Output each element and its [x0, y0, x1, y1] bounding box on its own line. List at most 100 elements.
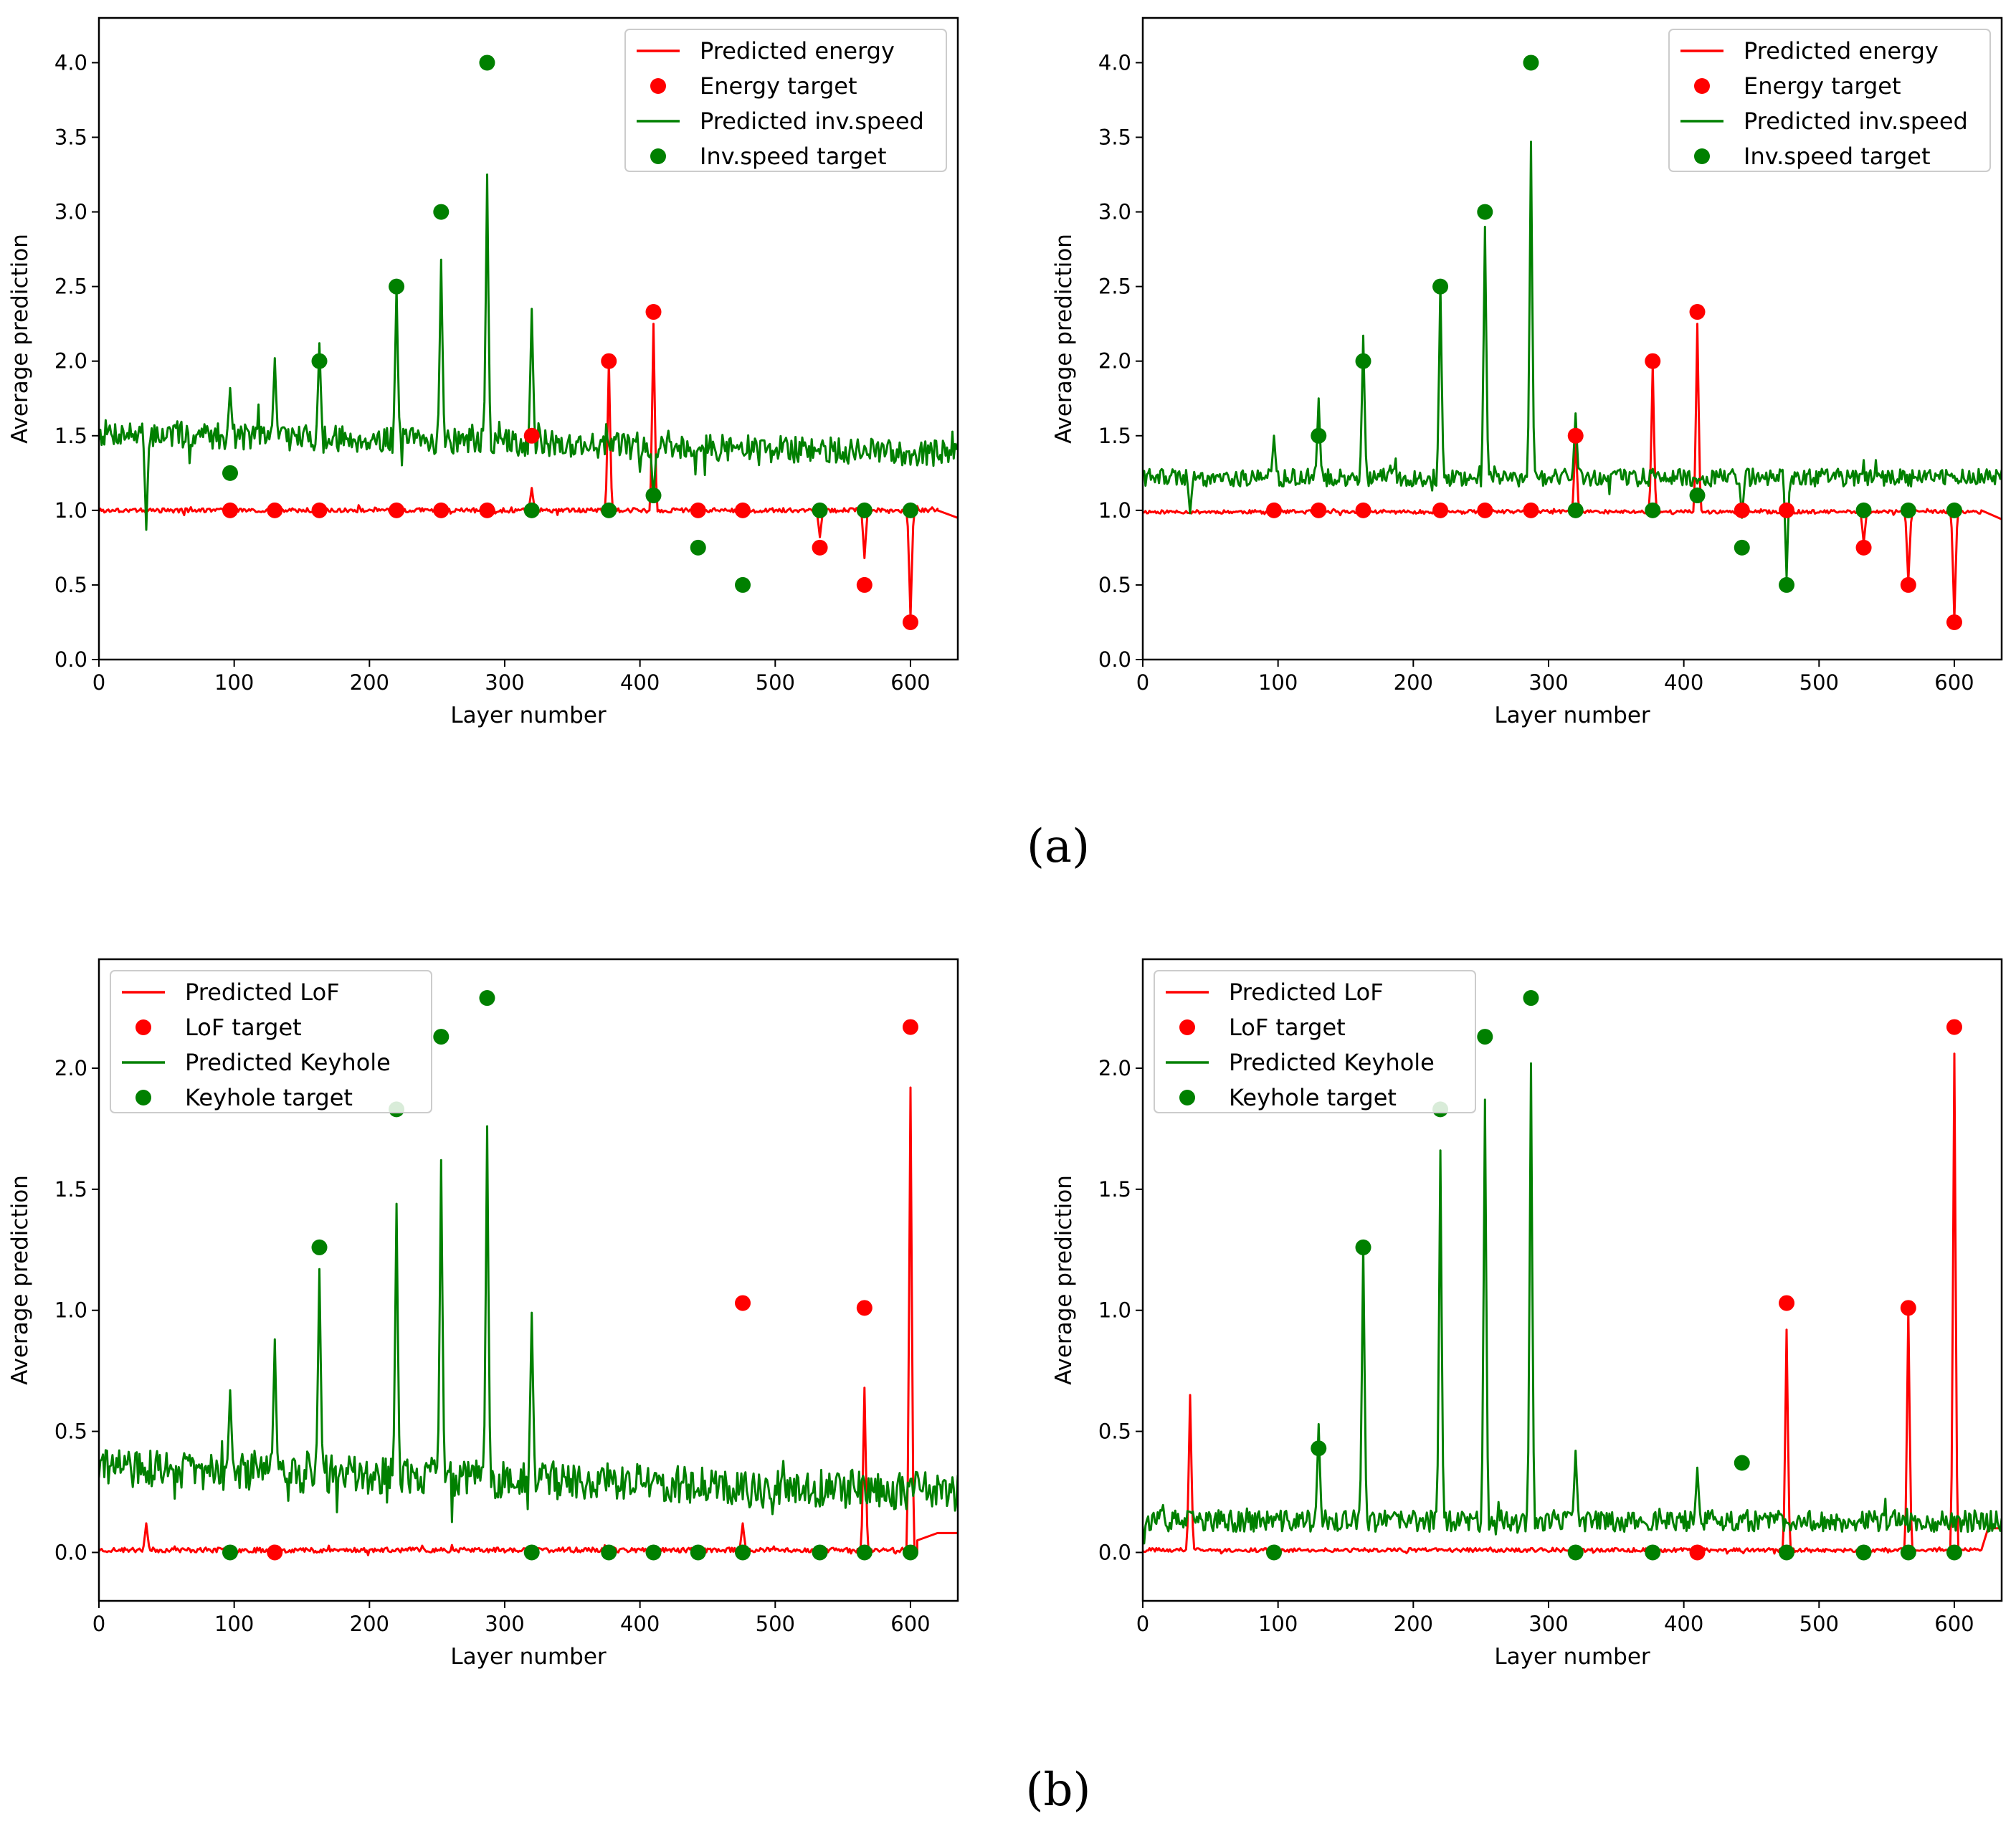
data-point-keyhole-target — [479, 990, 495, 1007]
x-tick-label: 200 — [350, 1612, 389, 1636]
legend-label: Predicted LoF — [1229, 979, 1384, 1006]
data-point-keyhole-target — [690, 1544, 706, 1561]
x-tick-label: 400 — [1664, 1612, 1703, 1636]
y-tick-label: 0.0 — [54, 647, 87, 672]
data-point-energy-target — [389, 502, 405, 518]
data-point-inv-speed-target — [690, 539, 706, 556]
data-point-keyhole-target — [902, 1544, 918, 1561]
y-tick-label: 1.0 — [1098, 498, 1131, 523]
plot-frame — [1141, 16, 2003, 661]
data-point-energy-target — [1855, 539, 1872, 556]
data-point-lof-target — [902, 1019, 918, 1035]
data-point-keyhole-target — [1734, 1455, 1750, 1471]
y-tick-label: 2.0 — [54, 349, 87, 374]
data-point-inv-speed-target — [389, 278, 405, 295]
data-point-energy-target — [812, 539, 828, 556]
x-tick-label: 100 — [214, 670, 254, 695]
data-point-keyhole-target — [1477, 1029, 1493, 1045]
legend-label: Predicted inv.speed — [1744, 108, 1968, 135]
data-point-inv-speed-target — [812, 502, 828, 518]
legend-label: Predicted energy — [1744, 37, 1939, 65]
legend-marker-swatch — [135, 1090, 151, 1105]
x-tick-label: 200 — [350, 670, 389, 695]
legend-box — [1154, 970, 1476, 1113]
x-tick-label: 200 — [1394, 1612, 1433, 1636]
legend-box — [624, 29, 947, 172]
x-axis-label: Layer number — [450, 1644, 607, 1670]
legend-label: Predicted energy — [700, 37, 895, 65]
data-point-inv-speed-target — [1689, 488, 1706, 504]
data-point-energy-target — [1432, 502, 1449, 518]
data-point-lof-target — [1689, 1544, 1706, 1561]
data-point-inv-speed-target — [1523, 54, 1539, 71]
x-tick-label: 300 — [1528, 670, 1568, 695]
data-point-lof-target — [267, 1544, 283, 1561]
data-point-energy-target — [690, 502, 706, 518]
data-point-lof-target — [1779, 1295, 1795, 1311]
legend-label: Inv.speed target — [700, 143, 886, 170]
data-point-inv-speed-target — [856, 502, 873, 518]
series-line-predicted-energy — [99, 323, 958, 619]
y-tick-label: 1.0 — [54, 498, 87, 523]
data-point-inv-speed-target — [479, 54, 495, 71]
legend-label: Predicted inv.speed — [700, 108, 924, 135]
data-point-keyhole-target — [1567, 1544, 1584, 1561]
data-point-keyhole-target — [1900, 1544, 1916, 1561]
legend-box — [110, 970, 432, 1113]
data-point-energy-target — [1266, 502, 1283, 518]
y-axis-label: Average prediction — [7, 1175, 33, 1385]
x-tick-label: 400 — [1664, 670, 1703, 695]
plot-frame — [98, 958, 959, 1602]
legend: Predicted LoF LoF target Predicted Keyhole… — [110, 970, 432, 1113]
x-tick-label: 500 — [756, 1612, 795, 1636]
y-tick-label: 2.5 — [1098, 275, 1131, 299]
data-point-lof-target — [735, 1295, 751, 1311]
data-point-energy-target — [1311, 502, 1327, 518]
data-point-inv-speed-target — [902, 502, 918, 518]
data-point-energy-target — [1900, 576, 1916, 593]
x-tick-label: 500 — [1799, 1612, 1839, 1636]
data-point-keyhole-target — [433, 1029, 450, 1045]
data-point-energy-target — [1946, 614, 1962, 630]
y-tick-label: 1.5 — [1098, 424, 1131, 448]
x-tick-label: 300 — [1528, 1612, 1568, 1636]
y-tick-label: 0.5 — [54, 1419, 87, 1444]
data-point-keyhole-target — [1355, 1239, 1371, 1255]
plot-frame — [98, 16, 959, 661]
y-tick-label: 1.0 — [54, 1298, 87, 1323]
legend-label: Predicted Keyhole — [185, 1049, 391, 1076]
data-point-energy-target — [1567, 427, 1584, 444]
legend-label: Predicted LoF — [185, 979, 340, 1006]
legend-marker-swatch — [1179, 1090, 1195, 1105]
data-point-inv-speed-target — [1567, 502, 1584, 518]
data-point-keyhole-target — [1779, 1544, 1795, 1561]
legend-label: Energy target — [700, 72, 857, 100]
series-line-predicted-lof — [1143, 1052, 2002, 1555]
plot-area — [1143, 54, 2002, 630]
plot-frame — [1141, 958, 2003, 1602]
chart-panel-a-left: 0 100 200 300 400 500 600 0.0 0.5 1.0 1.5 2.0 2.5 3.0… — [7, 16, 959, 728]
data-point-keyhole-target — [1645, 1544, 1661, 1561]
x-tick-label: 600 — [1934, 670, 1974, 695]
legend-label: Keyhole target — [185, 1084, 353, 1111]
x-tick-label: 100 — [1258, 1612, 1298, 1636]
y-tick-label: 0.5 — [54, 573, 87, 597]
x-axis-label: Layer number — [1494, 1644, 1650, 1670]
data-point-inv-speed-target — [433, 204, 450, 220]
series-line-predicted-keyhole — [99, 1125, 958, 1523]
x-tick-label: 100 — [214, 1612, 254, 1636]
data-point-keyhole-target — [222, 1544, 239, 1561]
data-point-keyhole-target — [311, 1239, 328, 1255]
legend-marker-swatch — [650, 78, 666, 94]
legend-marker-swatch — [1179, 1019, 1195, 1035]
chart-panel-b-left: 0 100 200 300 400 500 600 0.0 0.5 1.0 1.5 2.0 Layer … — [7, 958, 959, 1670]
data-point-energy-target — [311, 502, 328, 518]
legend-marker-swatch — [1694, 148, 1710, 164]
data-point-keyhole-target — [645, 1544, 662, 1561]
x-tick-label: 0 — [1136, 1612, 1149, 1636]
data-point-lof-target — [1900, 1300, 1916, 1316]
legend-label: LoF target — [185, 1014, 302, 1041]
y-tick-label: 0.0 — [1098, 647, 1131, 672]
y-tick-label: 2.0 — [54, 1056, 87, 1080]
